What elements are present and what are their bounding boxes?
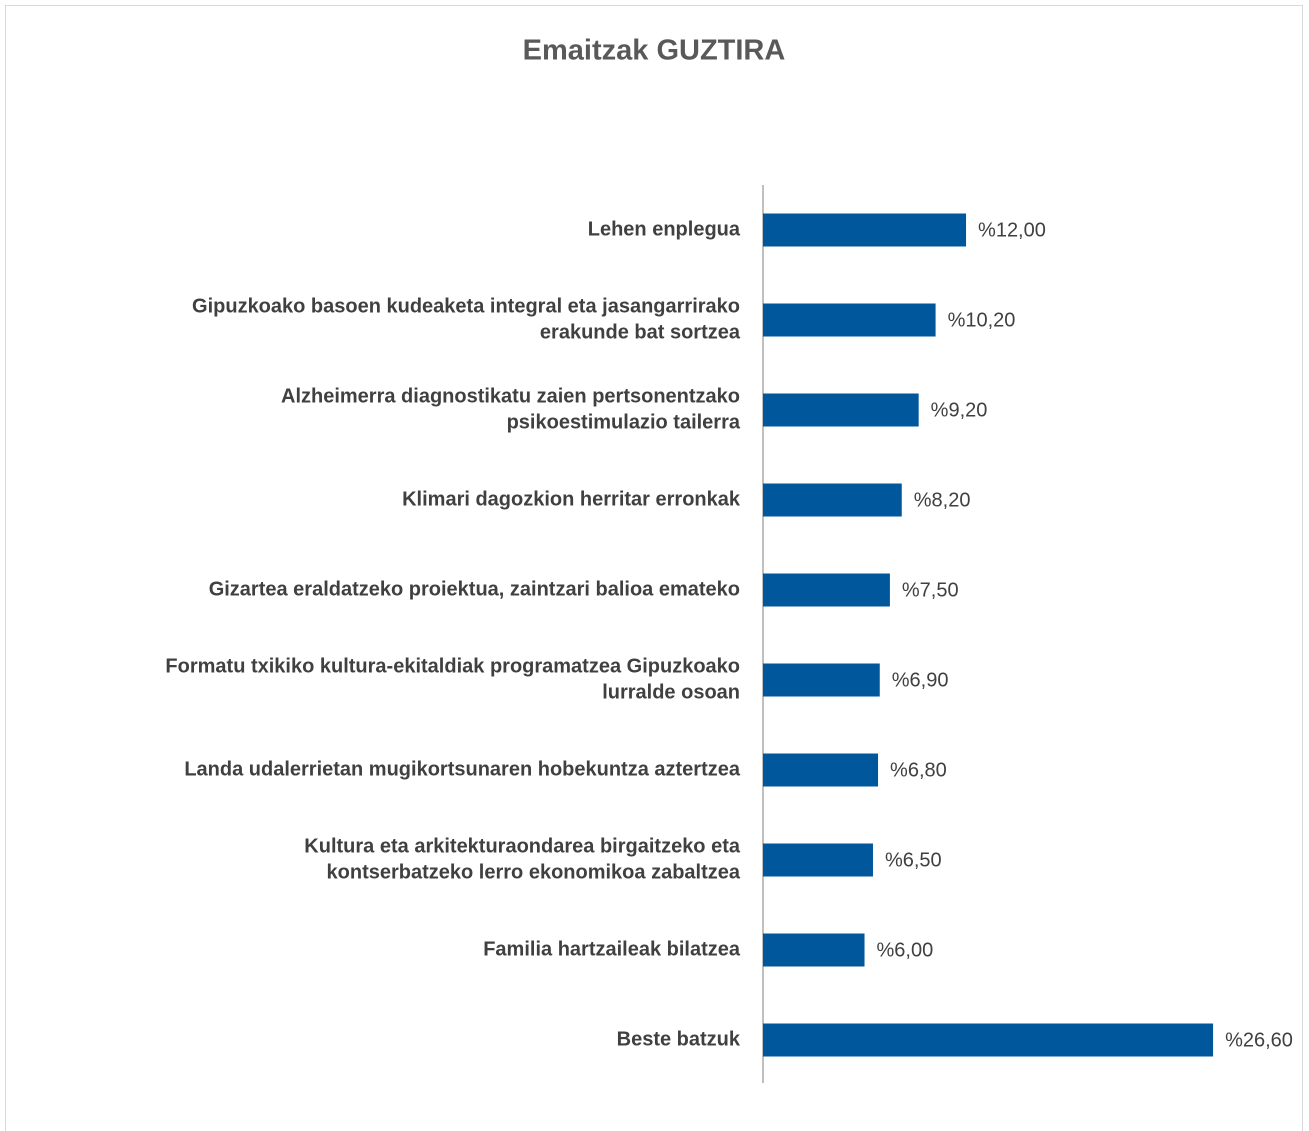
category-label: kontserbatzeko lerro ekonomikoa zabaltze… (327, 861, 741, 883)
category-label: Gipuzkoako basoen kudeaketa integral eta… (192, 295, 740, 317)
category-label: lurralde osoan (602, 681, 740, 703)
chart-title: Emaitzak GUZTIRA (523, 35, 786, 67)
value-label: %6,80 (890, 759, 947, 781)
value-label: %6,00 (877, 939, 934, 961)
category-label: Familia hartzaileak bilatzea (483, 938, 741, 960)
bar (763, 213, 967, 247)
category-label: Kultura eta arkitekturaondarea birgaitze… (304, 835, 741, 857)
value-label: %6,50 (885, 849, 942, 871)
bar (763, 573, 890, 607)
bar (763, 753, 879, 787)
value-label: %7,50 (902, 579, 959, 601)
category-label: Lehen enplegua (588, 218, 741, 240)
category-label: psikoestimulazio tailerra (507, 411, 741, 433)
value-label: %9,20 (931, 399, 988, 421)
category-label: Gizartea eraldatzeko proiektua, zaintzar… (209, 578, 740, 600)
category-label: erakunde bat sortzea (540, 321, 741, 343)
bar (763, 483, 902, 517)
bar (763, 663, 880, 697)
value-label: %10,20 (948, 309, 1016, 331)
bar (763, 843, 873, 877)
bar (763, 1023, 1214, 1057)
value-label: %6,90 (892, 669, 949, 691)
category-label: Alzheimerra diagnostikatu zaien pertsone… (281, 385, 740, 407)
bar (763, 303, 936, 337)
value-label: %12,00 (978, 219, 1046, 241)
category-label: Landa udalerrietan mugikortsunaren hobek… (184, 758, 741, 780)
value-label: %8,20 (914, 489, 971, 511)
chart-frame (5, 5, 1303, 1131)
category-label: Formatu txikiko kultura-ekitaldiak progr… (165, 655, 740, 677)
bar (763, 933, 865, 967)
value-label: %26,60 (1225, 1029, 1293, 1051)
bar (763, 393, 919, 427)
category-label: Beste batzuk (617, 1028, 741, 1050)
category-label: Klimari dagozkion herritar erronkak (402, 488, 741, 510)
